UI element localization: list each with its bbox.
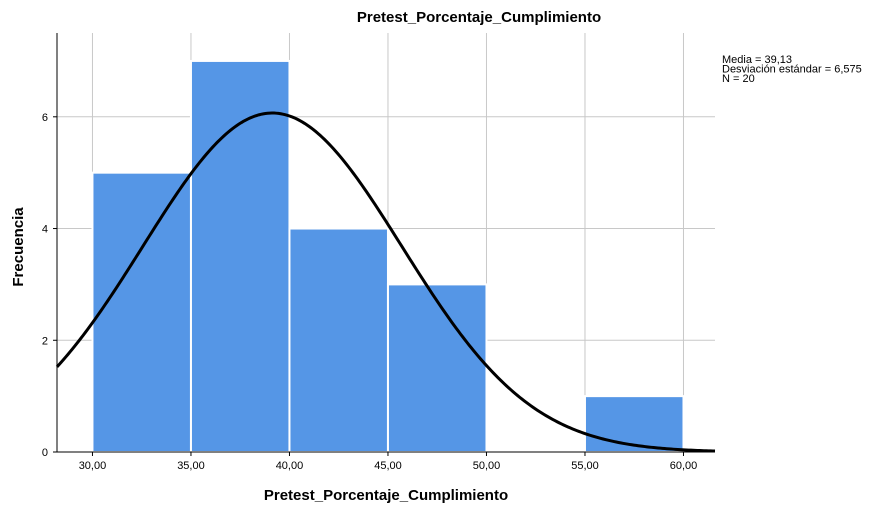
x-tick-label: 45,00 (374, 460, 402, 472)
axes: 30,00 35,00 40,00 45,00 50,00 55,00 60,00 0 2 4 6 (42, 33, 715, 472)
x-tick-label: 40,00 (276, 460, 304, 472)
stats-line: Desviación estándar = 6,575 (722, 64, 862, 76)
x-tick-label: 35,00 (177, 460, 205, 472)
stats-line: Media = 39,13 (722, 54, 792, 66)
chart-title: Pretest_Porcentaje_Cumplimiento (357, 9, 601, 26)
x-tick-label: 30,00 (79, 460, 107, 472)
y-axis-label: Frecuencia (10, 207, 27, 287)
y-tick-label: 4 (42, 224, 48, 236)
normal-curve-path (55, 111, 716, 453)
histogram-bar (91, 171, 192, 454)
x-tick-label: 60,00 (670, 460, 698, 472)
normal-curve (55, 111, 716, 453)
x-tick-label: 55,00 (571, 460, 599, 472)
y-tick-label: 6 (42, 112, 48, 124)
histogram-bar (583, 395, 685, 453)
histogram-bar (288, 227, 389, 453)
y-tick-label: 2 (42, 335, 48, 347)
x-axis-label: Pretest_Porcentaje_Cumplimiento (264, 487, 508, 504)
histogram-bar (189, 59, 291, 454)
y-tick-label: 0 (42, 447, 48, 459)
histogram-bar (386, 283, 488, 453)
x-tick-label: 50,00 (473, 460, 501, 472)
stats-line: N = 20 (722, 73, 755, 85)
